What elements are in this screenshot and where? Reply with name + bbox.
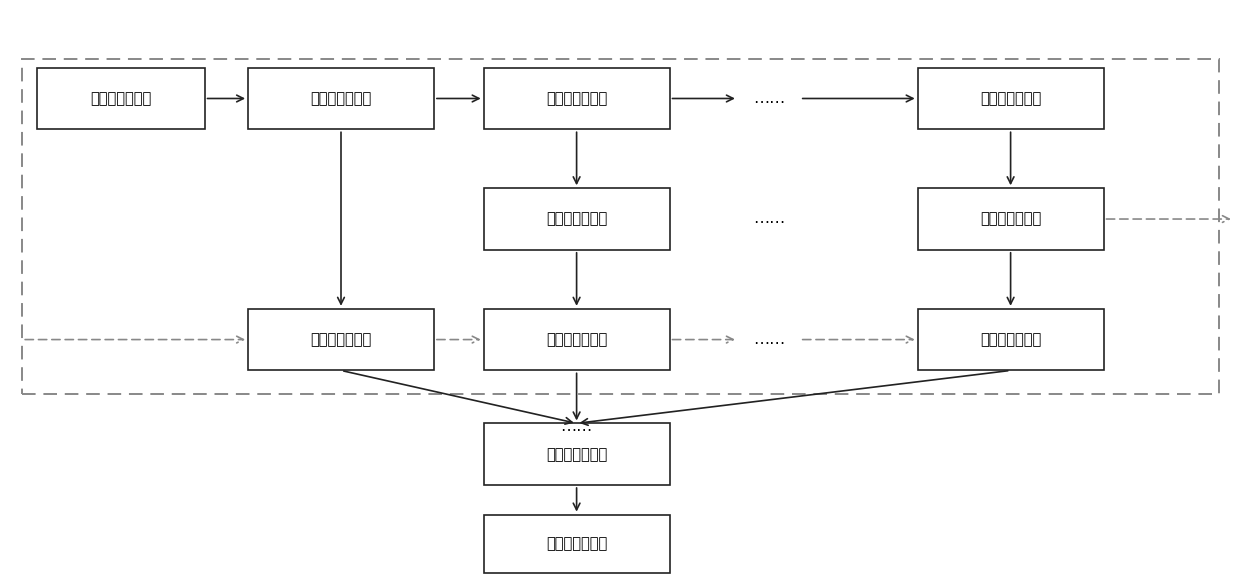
Text: 血管特征优化层: 血管特征优化层 <box>980 332 1042 347</box>
FancyBboxPatch shape <box>484 309 670 370</box>
Text: 血管图像输出层: 血管图像输出层 <box>546 536 608 552</box>
Text: 血管特征提取层: 血管特征提取层 <box>310 91 372 106</box>
FancyBboxPatch shape <box>918 68 1104 129</box>
Text: 眼底图像输入层: 眼底图像输入层 <box>91 91 151 106</box>
Text: 血管特征处理层: 血管特征处理层 <box>546 212 608 226</box>
FancyBboxPatch shape <box>484 68 670 129</box>
Text: 血管特征处理层: 血管特征处理层 <box>980 212 1042 226</box>
FancyBboxPatch shape <box>918 188 1104 250</box>
Text: ……: …… <box>753 91 785 106</box>
Text: ……: …… <box>753 332 785 347</box>
Text: 血管特征提取层: 血管特征提取层 <box>980 91 1042 106</box>
FancyBboxPatch shape <box>37 68 205 129</box>
Text: 血管图像融合层: 血管图像融合层 <box>546 447 608 462</box>
FancyBboxPatch shape <box>248 68 434 129</box>
FancyBboxPatch shape <box>484 188 670 250</box>
Text: 血管特征优化层: 血管特征优化层 <box>546 332 608 347</box>
FancyBboxPatch shape <box>918 309 1104 370</box>
Text: 血管特征提取层: 血管特征提取层 <box>546 91 608 106</box>
FancyBboxPatch shape <box>248 309 434 370</box>
Text: ……: …… <box>753 211 785 226</box>
Text: 血管特征优化层: 血管特征优化层 <box>310 332 372 347</box>
FancyBboxPatch shape <box>484 514 670 573</box>
Text: ……: …… <box>560 419 593 434</box>
FancyBboxPatch shape <box>484 423 670 485</box>
